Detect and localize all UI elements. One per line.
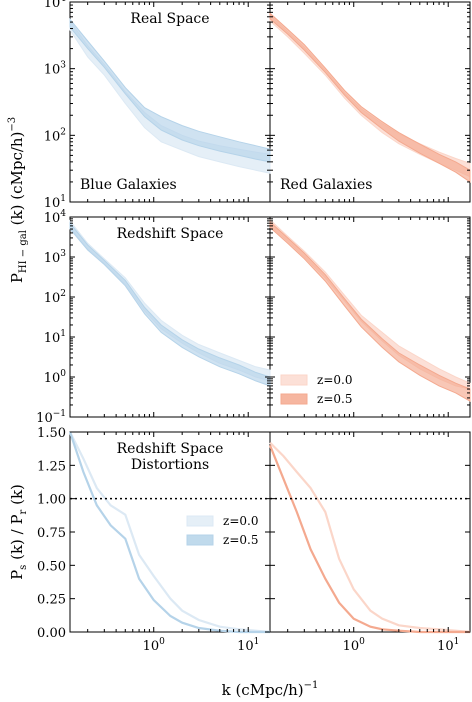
panel-real-space-blue bbox=[69, 17, 271, 174]
ytick-label: 103 bbox=[44, 61, 67, 78]
ytick-label: 100 bbox=[44, 369, 67, 386]
ytick-label-exp: 4 bbox=[60, 209, 66, 219]
band-redshift-space-red-1 bbox=[269, 220, 471, 402]
legend-rsd-blue-swatch bbox=[186, 515, 214, 527]
y-axis-label-power-sub: HI − gal bbox=[18, 230, 29, 273]
y-axis-label-ratio-a-sub: s bbox=[18, 565, 29, 570]
ytick-label: 104 bbox=[44, 209, 67, 226]
ytick-label-exp: 2 bbox=[60, 127, 66, 137]
y-axis-label-power-sup: −3 bbox=[7, 117, 18, 132]
xtick-label-base: 10 bbox=[237, 639, 254, 654]
xtick-label: 100 bbox=[143, 637, 166, 654]
ytick-label: 0.75 bbox=[37, 526, 66, 541]
ytick-label-base: 10 bbox=[44, 129, 61, 144]
panel-rsd-ratio-blue bbox=[68, 431, 271, 634]
ytick-label: 0.25 bbox=[37, 593, 66, 608]
xtick-label-base: 10 bbox=[143, 639, 160, 654]
y-axis-label-power-main: P bbox=[8, 273, 26, 283]
legend-rsd-blue-label: z=0.5 bbox=[223, 533, 258, 547]
ytick-label: 1.00 bbox=[37, 493, 66, 508]
ytick-label-exp: 1 bbox=[60, 194, 66, 204]
legend-rsd-blue-label: z=0.0 bbox=[223, 514, 258, 528]
xtick-label: 101 bbox=[437, 637, 459, 654]
xtick-label-base: 10 bbox=[437, 639, 454, 654]
ytick-label-exp: −1 bbox=[53, 409, 66, 419]
legend-rsd-blue: z=0.0 z=0.5 bbox=[186, 514, 258, 547]
y-axis-label-power-rest: (k) (cMpc/h) bbox=[8, 132, 26, 231]
ytick-label: 10−1 bbox=[36, 409, 66, 426]
ytick-label-base: 10 bbox=[44, 196, 61, 211]
xtick-label-exp: 1 bbox=[254, 637, 260, 647]
panel-redshift-space-blue bbox=[69, 219, 271, 387]
x-axis-label-main: k (cMpc/h) bbox=[222, 681, 304, 699]
ytick-label-exp: 3 bbox=[60, 61, 66, 71]
xtick-label-exp: 1 bbox=[454, 637, 460, 647]
xtick-label-exp: 0 bbox=[359, 637, 365, 647]
ytick-label: 1.50 bbox=[37, 426, 66, 441]
legend-redshift-red-swatch bbox=[280, 374, 308, 386]
xtick-label: 100 bbox=[343, 637, 366, 654]
ytick-label: 101 bbox=[44, 194, 66, 211]
ytick-label: 0.50 bbox=[37, 559, 66, 574]
panel-rsd-ratio-red bbox=[268, 441, 471, 634]
panel-subtitle-rsd: Distortions bbox=[131, 457, 209, 473]
band-redshift-space-blue-0 bbox=[69, 219, 271, 382]
ytick-label: 0.00 bbox=[37, 626, 66, 641]
ytick-label: 102 bbox=[44, 289, 66, 306]
ytick-label-base: 10 bbox=[44, 331, 61, 346]
annotation-blue-galaxies: Blue Galaxies bbox=[80, 177, 177, 193]
y-axis-label-ratio-b: (k) / P bbox=[8, 514, 26, 564]
y-axis-label-ratio-c: (k) bbox=[8, 484, 26, 510]
legend-redshift-red: z=0.0 z=0.5 bbox=[280, 373, 352, 406]
y-axis-label-ratio-b-sub: r bbox=[18, 509, 29, 514]
plot-area: 10110210310410−11001011021031040.000.250… bbox=[36, 0, 471, 654]
line-rsd-ratio-red-1 bbox=[268, 444, 470, 634]
panel-redshift-space-red bbox=[269, 218, 471, 402]
legend-redshift-red-swatch bbox=[280, 393, 308, 405]
band-redshift-space-red-0 bbox=[269, 218, 471, 390]
panel-title-real-space: Real Space bbox=[130, 11, 209, 27]
y-axis-label-ratio-a: P bbox=[8, 570, 26, 580]
legend-rsd-blue-swatch bbox=[186, 534, 214, 546]
ytick-label-base: 10 bbox=[44, 63, 61, 78]
xtick-label-exp: 0 bbox=[159, 637, 165, 647]
panel-real-space-red bbox=[269, 12, 471, 183]
ytick-label: 101 bbox=[44, 329, 66, 346]
ytick-label-exp: 4 bbox=[60, 0, 66, 4]
ytick-label-base: 10 bbox=[36, 411, 53, 426]
ytick-label-base: 10 bbox=[44, 251, 61, 266]
ytick-label: 102 bbox=[44, 127, 66, 144]
xtick-label: 101 bbox=[237, 637, 259, 654]
ytick-label-base: 10 bbox=[44, 291, 61, 306]
panel-title-redshift-space: Redshift Space bbox=[117, 226, 224, 242]
panel-title-rsd: Redshift Space bbox=[117, 441, 224, 457]
ytick-label-base: 10 bbox=[44, 371, 61, 386]
ytick-label: 103 bbox=[44, 249, 67, 266]
ytick-label-exp: 3 bbox=[60, 249, 66, 259]
line-rsd-ratio-blue-1 bbox=[68, 431, 270, 634]
band-real-space-red-0 bbox=[269, 13, 471, 178]
line-rsd-ratio-red-0 bbox=[269, 441, 471, 634]
ytick-label-exp: 1 bbox=[60, 329, 66, 339]
ytick-label: 1.25 bbox=[37, 459, 66, 474]
xtick-label-base: 10 bbox=[343, 639, 360, 654]
ytick-label-base: 10 bbox=[44, 211, 61, 226]
ytick-label-exp: 0 bbox=[60, 369, 66, 379]
annotation-red-galaxies: Red Galaxies bbox=[280, 177, 372, 193]
y-axis-label-power: PHI − gal (k) (cMpc/h)−3 bbox=[7, 117, 29, 283]
band-real-space-red-1 bbox=[269, 12, 471, 183]
y-axis-label-ratio: Ps (k) / Pr (k) bbox=[8, 484, 29, 580]
legend-redshift-red-label: z=0.0 bbox=[317, 373, 352, 387]
ytick-label-exp: 2 bbox=[60, 289, 66, 299]
legend-redshift-red-label: z=0.5 bbox=[317, 392, 352, 406]
ytick-label-base: 10 bbox=[44, 0, 61, 11]
ytick-label: 104 bbox=[44, 0, 67, 11]
x-axis-label-sup: −1 bbox=[304, 680, 319, 691]
line-rsd-ratio-blue-0 bbox=[69, 431, 271, 634]
x-axis-label: k (cMpc/h)−1 bbox=[222, 680, 319, 699]
